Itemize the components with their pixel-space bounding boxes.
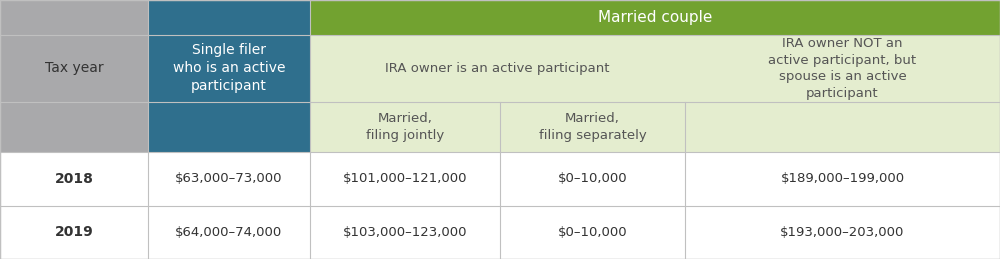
Bar (310, 152, 500, 206)
Text: $64,000–74,000: $64,000–74,000 (175, 226, 283, 239)
Bar (148, 35, 310, 102)
Text: $63,000–73,000: $63,000–73,000 (175, 172, 283, 185)
Bar (0, 0, 148, 35)
Text: Married,
filing separately: Married, filing separately (539, 112, 646, 142)
Text: $193,000–203,000: $193,000–203,000 (780, 226, 905, 239)
Text: Married,
filing jointly: Married, filing jointly (366, 112, 444, 142)
Text: $189,000–199,000: $189,000–199,000 (780, 172, 905, 185)
Bar (148, 102, 310, 152)
Bar (685, 35, 1000, 102)
Bar (310, 0, 1000, 35)
Text: IRA owner NOT an
active participant, but
spouse is an active
participant: IRA owner NOT an active participant, but… (768, 37, 917, 99)
Text: 2019: 2019 (55, 225, 93, 239)
Bar (500, 152, 685, 206)
Bar (310, 206, 500, 259)
Text: Tax year: Tax year (45, 61, 103, 75)
Text: Married couple: Married couple (598, 10, 712, 25)
Bar (148, 0, 310, 35)
Text: $101,000–121,000: $101,000–121,000 (343, 172, 467, 185)
Bar (685, 152, 1000, 206)
Bar (0, 152, 148, 206)
Bar (310, 35, 685, 102)
Text: 2018: 2018 (55, 172, 93, 186)
Text: Single filer
who is an active
participant: Single filer who is an active participan… (173, 44, 285, 93)
Bar (500, 102, 685, 152)
Bar (0, 102, 148, 152)
Text: IRA owner is an active participant: IRA owner is an active participant (385, 62, 610, 75)
Bar (685, 102, 1000, 152)
Text: $0–10,000: $0–10,000 (558, 172, 627, 185)
Bar (500, 206, 685, 259)
Bar (0, 206, 148, 259)
Bar (310, 102, 500, 152)
Bar (148, 206, 310, 259)
Bar (685, 206, 1000, 259)
Bar (0, 35, 148, 102)
Bar (148, 152, 310, 206)
Text: $0–10,000: $0–10,000 (558, 226, 627, 239)
Text: $103,000–123,000: $103,000–123,000 (343, 226, 467, 239)
